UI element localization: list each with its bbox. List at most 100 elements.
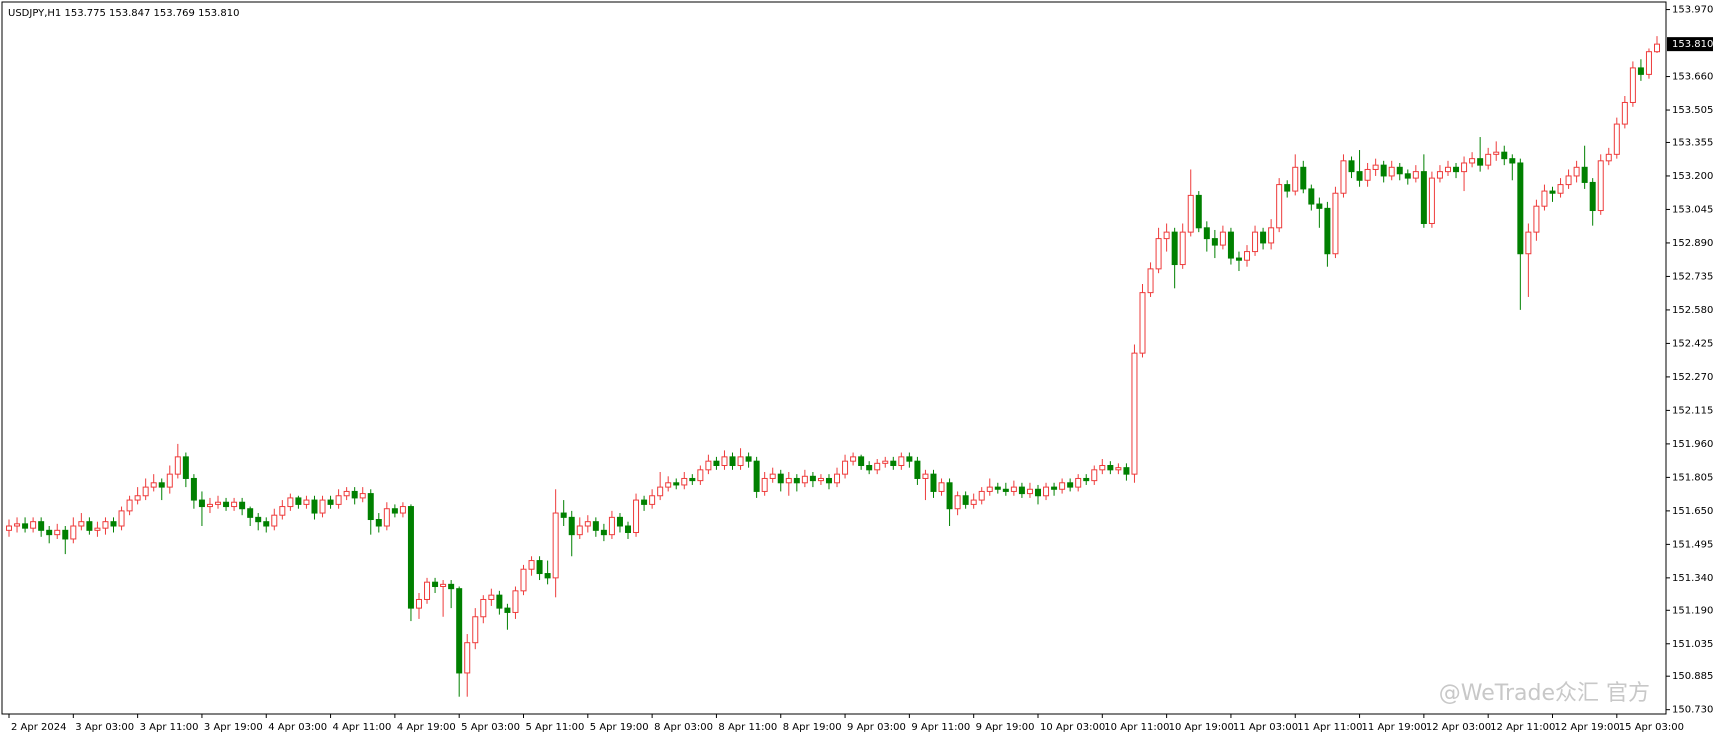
y-tick-label: 151.650 (1672, 506, 1713, 517)
plot-frame (1, 1, 1667, 715)
y-tick-label: 153.200 (1672, 171, 1713, 182)
candle-body (673, 482, 680, 486)
candle-body (62, 529, 69, 540)
candle-body (761, 477, 768, 492)
candle-body (1613, 123, 1620, 155)
x-tick-label: 9 Apr 03:00 (847, 722, 906, 733)
candle-body (689, 477, 696, 482)
candle-body (1316, 203, 1323, 209)
candle-body (1420, 171, 1427, 224)
candle-body (1292, 166, 1299, 192)
y-tick-label: 153.505 (1672, 105, 1713, 116)
candle-body (1203, 227, 1210, 240)
candle-body (1589, 181, 1596, 212)
x-tick-label: 5 Apr 19:00 (590, 722, 649, 733)
candle-body (1469, 158, 1476, 164)
candle-body (809, 475, 816, 482)
candle-body (448, 583, 455, 590)
candle-body (817, 477, 824, 482)
y-tick-label: 153.970 (1672, 5, 1713, 16)
candle-body (415, 598, 422, 609)
y-tick-label: 150.885 (1672, 671, 1713, 682)
candle-body (1018, 486, 1025, 495)
candle-body (78, 521, 85, 527)
candle-body (263, 521, 270, 527)
candle-body (206, 503, 213, 508)
candle-body (198, 499, 205, 508)
candle-body (359, 493, 366, 499)
candle-body (1235, 257, 1242, 261)
candle-body (182, 456, 189, 479)
candle-body (158, 482, 165, 488)
candle-body (424, 581, 431, 600)
candle-body (681, 477, 688, 486)
x-tick-label: 3 Apr 11:00 (140, 722, 199, 733)
candle-body (102, 521, 109, 529)
candle-body (608, 516, 615, 536)
y-tick-label: 153.355 (1672, 137, 1713, 148)
x-tick-label: 10 Apr 11:00 (1104, 722, 1169, 733)
candle-body (729, 456, 736, 467)
candle-body (1517, 162, 1524, 255)
candle-body (456, 588, 463, 674)
candle-body (834, 473, 841, 484)
candle-body (1436, 171, 1443, 179)
candle-body (496, 594, 503, 609)
candle-body (30, 521, 37, 529)
candle-body (1340, 160, 1347, 194)
candle-body (954, 495, 961, 510)
candle-body (938, 482, 945, 492)
y-tick-label: 151.805 (1672, 472, 1713, 483)
candle-body (777, 473, 784, 484)
y-tick-label: 151.035 (1672, 639, 1713, 650)
candle-body (1621, 101, 1628, 125)
candle-body (38, 521, 45, 531)
candle-body (1171, 231, 1178, 266)
candle-body (166, 473, 173, 488)
candle-body (970, 499, 977, 505)
candle-body (335, 495, 342, 505)
chart-title: USDJPY,H1 153.775 153.847 153.769 153.81… (8, 8, 239, 19)
candle-body (54, 529, 61, 536)
x-tick-label: 8 Apr 03:00 (654, 722, 713, 733)
candle-body (962, 495, 969, 505)
candle-body (649, 495, 656, 505)
candle-body (22, 523, 29, 529)
candle-body (94, 527, 101, 531)
candle-body (1043, 486, 1050, 497)
candle-body (1083, 477, 1090, 482)
candle-body (1364, 168, 1371, 181)
x-tick-label: 15 Apr 03:00 (1619, 722, 1684, 733)
x-tick-label: 12 Apr 11:00 (1490, 722, 1555, 733)
candle-body (785, 477, 792, 484)
candle-body (584, 521, 591, 527)
candle-body (1067, 482, 1074, 488)
candle-body (367, 493, 374, 521)
candle-body (432, 581, 439, 588)
candle-body (946, 482, 953, 510)
symbol: USDJPY,H1 (8, 8, 61, 19)
candle-body (1155, 238, 1162, 270)
candle-body (874, 462, 881, 471)
candle-body (922, 473, 929, 479)
candle-body (1629, 67, 1636, 103)
candle-body (1179, 231, 1186, 266)
candle-body (560, 512, 567, 518)
candle-body (231, 501, 238, 508)
y-tick-label: 151.960 (1672, 439, 1713, 450)
candle-body (1034, 488, 1041, 497)
candle-body (1444, 166, 1451, 173)
candle-body (391, 508, 398, 514)
candle-body (1131, 352, 1138, 475)
candle-body (1002, 488, 1009, 492)
candle-body (1147, 268, 1154, 294)
candle-body (512, 590, 519, 613)
candle-body (295, 497, 302, 505)
candle-body (14, 523, 21, 527)
candle-body (464, 642, 471, 674)
candle-body (1453, 166, 1460, 173)
candle-body (1051, 486, 1058, 490)
candle-body (1388, 166, 1395, 177)
x-tick-label: 8 Apr 19:00 (783, 722, 842, 733)
